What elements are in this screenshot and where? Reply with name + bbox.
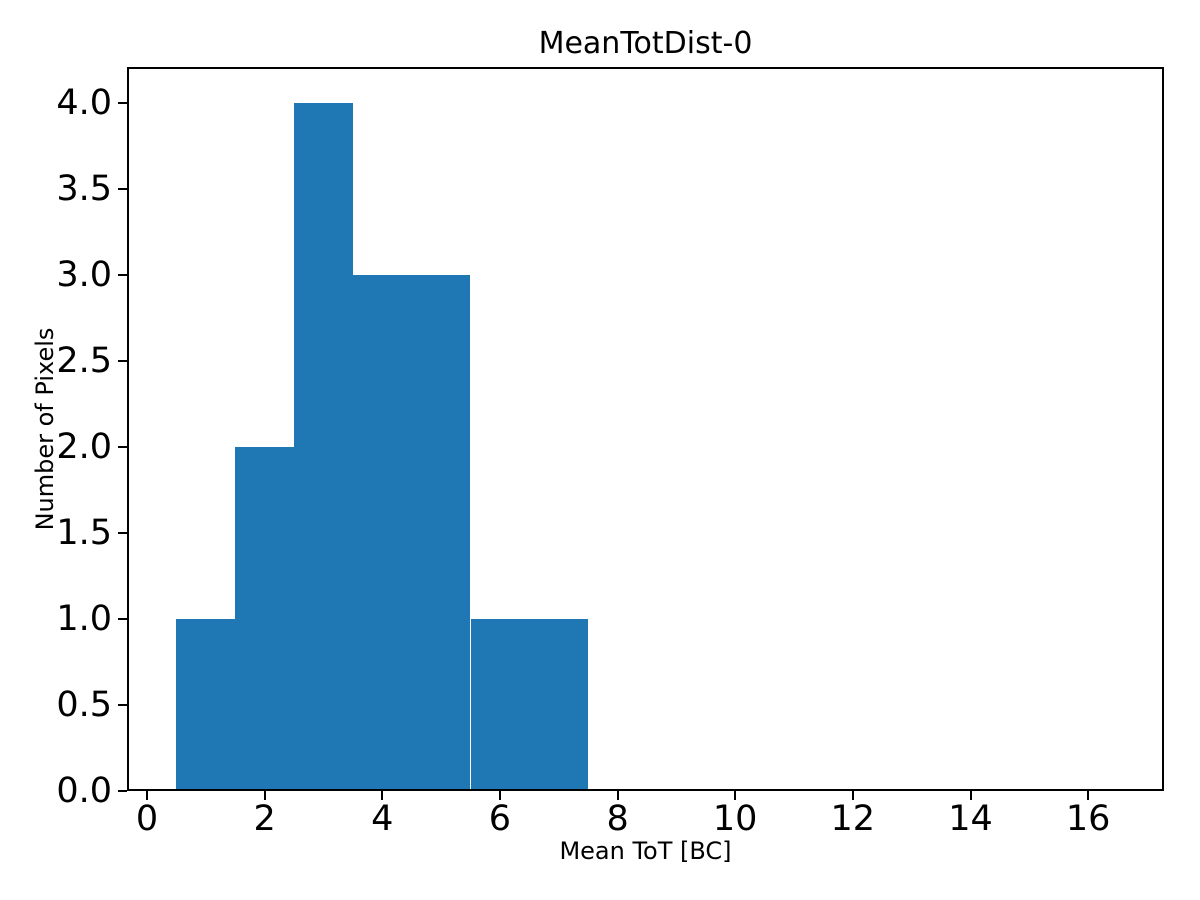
x-axis-label: Mean ToT [BC] xyxy=(559,837,732,865)
chart-title: MeanTotDist-0 xyxy=(538,26,753,61)
y-tick-mark xyxy=(118,704,127,706)
x-tick-label: 8 xyxy=(606,799,629,839)
histogram-bar xyxy=(529,619,589,791)
y-tick-mark xyxy=(118,274,127,277)
y-tick-mark xyxy=(118,360,127,363)
x-tick-mark xyxy=(498,791,501,800)
y-tick-mark xyxy=(118,790,127,792)
histogram-bar xyxy=(294,103,353,791)
x-tick-label: 6 xyxy=(488,799,512,839)
y-tick-mark xyxy=(118,102,127,105)
y-tick-label: 3.0 xyxy=(56,254,112,295)
y-tick-mark xyxy=(118,532,127,534)
histogram-bar xyxy=(235,447,294,791)
y-tick-label: 2.5 xyxy=(56,340,112,381)
x-tick-mark xyxy=(381,791,384,800)
histogram-bar xyxy=(352,275,412,791)
histogram-bar xyxy=(176,619,236,791)
x-tick-label: 16 xyxy=(1065,799,1111,839)
x-tick-mark xyxy=(969,791,972,800)
histogram-bar xyxy=(470,619,530,791)
x-tick-label: 0 xyxy=(135,799,159,839)
x-tick-label: 2 xyxy=(253,799,276,839)
x-tick-label: 14 xyxy=(948,799,993,839)
y-tick-label: 2.0 xyxy=(56,426,112,467)
x-tick-mark xyxy=(146,791,148,800)
y-tick-label: 4.0 xyxy=(56,82,112,123)
x-tick-label: 4 xyxy=(371,799,394,839)
x-tick-mark xyxy=(1087,791,1090,800)
y-tick-label: 0.0 xyxy=(56,770,112,811)
x-tick-mark xyxy=(263,791,266,800)
y-tick-label: 3.5 xyxy=(56,168,112,209)
y-tick-mark xyxy=(118,618,127,620)
x-tick-label: 10 xyxy=(712,799,758,839)
x-tick-mark xyxy=(616,791,619,800)
y-tick-mark xyxy=(118,188,127,191)
x-tick-mark xyxy=(734,791,737,800)
x-tick-mark xyxy=(851,791,854,800)
y-tick-mark xyxy=(118,446,127,449)
y-tick-label: 1.5 xyxy=(56,512,112,553)
y-tick-label: 1.0 xyxy=(56,598,112,639)
x-tick-label: 12 xyxy=(830,799,876,839)
histogram-bar xyxy=(411,275,471,791)
y-tick-label: 0.5 xyxy=(56,684,112,725)
plot-area xyxy=(127,67,1164,791)
